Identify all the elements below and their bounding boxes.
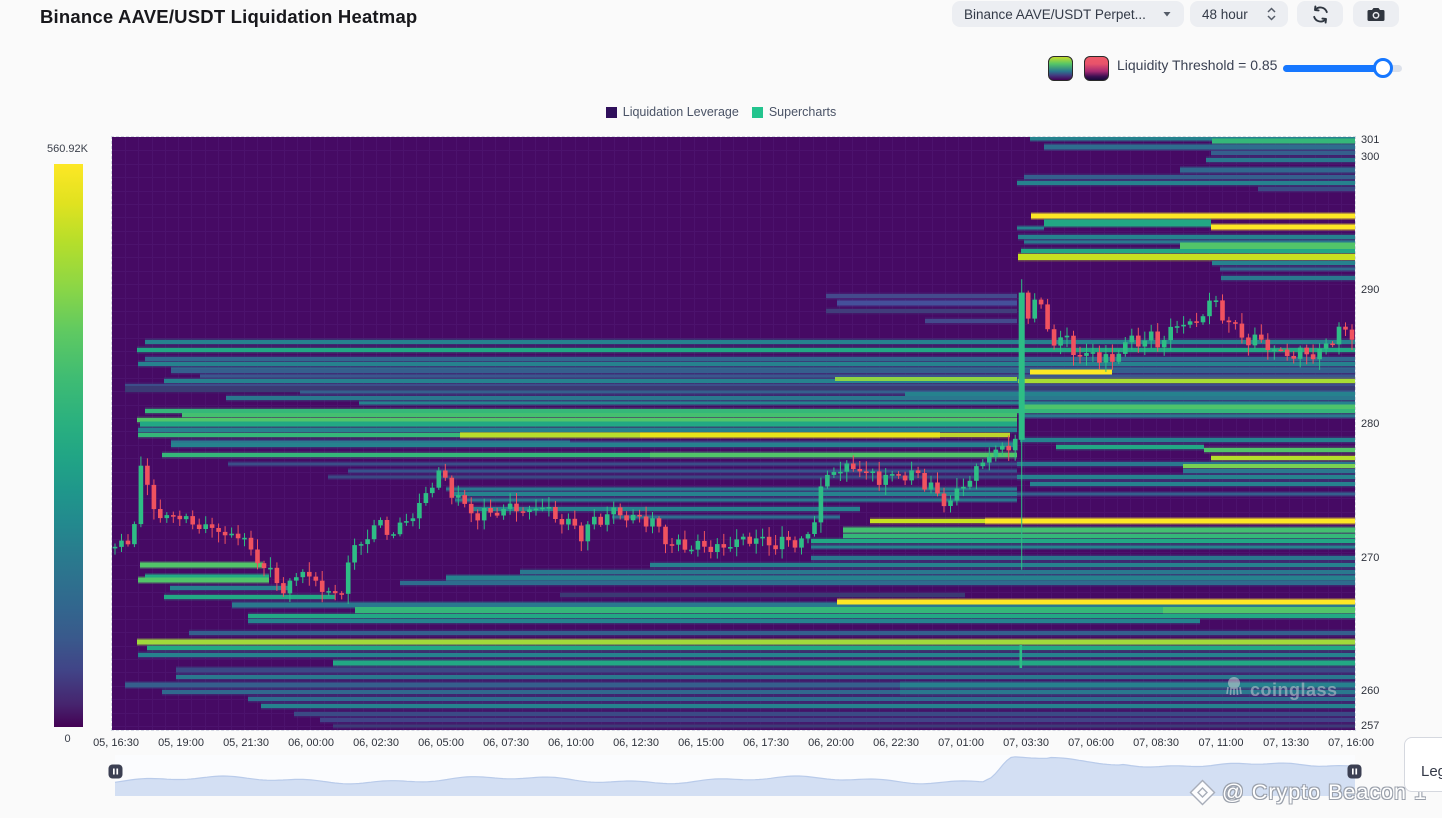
svg-text:coinglass: coinglass	[1250, 680, 1338, 700]
